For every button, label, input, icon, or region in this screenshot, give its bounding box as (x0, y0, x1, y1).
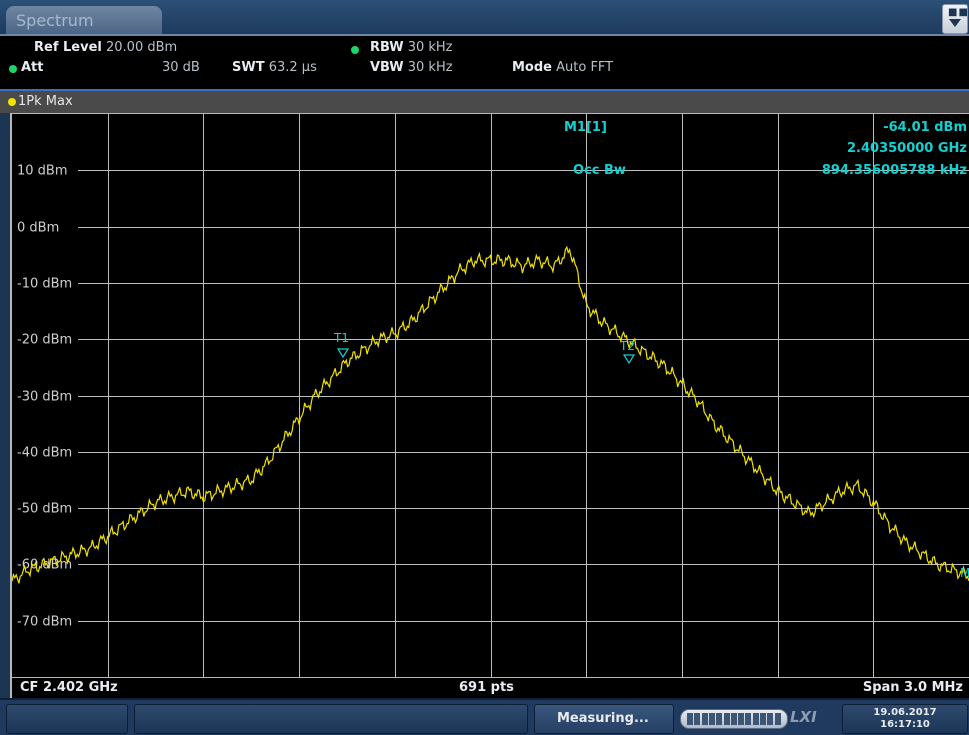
lxi-logo-icon: LXI (790, 708, 817, 726)
span-value[interactable]: Span 3.0 MHz (862, 680, 963, 695)
swt-setting[interactable]: SWT 63.2 µs (232, 60, 317, 75)
status-date: 19.06.2017 (873, 707, 937, 718)
progress-segment (767, 713, 774, 725)
rbw-indicator-icon (351, 46, 359, 54)
trace-line (12, 245, 969, 584)
marker-m1-frequency: 2.40350000 GHz (847, 141, 967, 156)
menu-dropdown-icon: ■■■ (948, 7, 969, 18)
progress-segment (723, 713, 730, 725)
occ-bw-markers: T1 T2 M1 (333, 331, 969, 580)
progress-segment (745, 713, 752, 725)
date-time-display: 19.06.2017 16:17:10 (842, 704, 968, 734)
ref-level-setting[interactable]: Ref Level 20.00 dBm (34, 40, 177, 55)
progress-segment (694, 713, 701, 725)
chevron-down-icon (949, 19, 961, 27)
mode-setting[interactable]: Mode Auto FFT (512, 60, 613, 75)
progress-segment (716, 713, 723, 725)
status-bar: Measuring... LXI 19.06.2017 16:17:10 (0, 698, 969, 735)
att-value[interactable]: 30 dB (162, 60, 200, 75)
spectrum-plot[interactable]: 10 dBm 0 dBm -10 dBm -20 dBm -30 dBm -40 dBm -… (12, 114, 969, 677)
marker-m1-name: M1[1] (564, 120, 607, 135)
progress-segment (730, 713, 737, 725)
marker-t2-label: T2 (619, 339, 635, 353)
tab-spectrum[interactable]: Spectrum (6, 6, 162, 36)
menu-dropdown-button[interactable]: ■■■ (942, 4, 969, 34)
y-axis-labels: 10 dBm 0 dBm -10 dBm -20 dBm -30 dBm -40 dBm -… (17, 164, 72, 630)
y-tick-label: -10 dBm (17, 277, 72, 292)
att-label: Att (21, 60, 44, 75)
progress-segment (774, 713, 781, 725)
ref-level-label: Ref Level (34, 40, 102, 55)
rbw-label: RBW (370, 40, 404, 55)
att-indicator-icon (9, 65, 17, 73)
sweep-progress-bar (680, 709, 788, 729)
status-time: 16:17:10 (880, 719, 930, 730)
marker-t1-label: T1 (333, 331, 349, 345)
y-tick-label: -50 dBm (17, 502, 72, 517)
plot-info-row: CF 2.402 GHz 691 pts Span 3.0 MHz (10, 677, 969, 698)
sweep-points: 691 pts (459, 680, 514, 695)
mode-label: Mode (512, 60, 552, 75)
att-label-wrap[interactable]: Att (21, 60, 44, 75)
occ-bw-label: Occ Bw (573, 163, 626, 178)
progress-segment (687, 713, 693, 725)
swt-value: 63.2 µs (268, 60, 317, 75)
progress-segment (701, 713, 708, 725)
y-tick-label: 0 dBm (17, 221, 59, 236)
marker-t1-icon (336, 348, 350, 359)
measurement-settings: Ref Level 20.00 dBm Att 30 dB SWT 63.2 µ… (0, 34, 969, 92)
tab-spectrum-label: Spectrum (16, 11, 94, 30)
progress-segment (708, 713, 715, 725)
vbw-label: VBW (370, 60, 404, 75)
marker-t2-icon (622, 354, 636, 365)
settings-divider (0, 89, 969, 91)
vbw-value: 30 kHz (407, 60, 453, 75)
tab-bar: Spectrum ■■■ (0, 0, 969, 36)
y-tick-label: -20 dBm (17, 333, 72, 348)
y-tick-label: 10 dBm (17, 164, 68, 179)
vbw-setting[interactable]: VBW 30 kHz (370, 60, 453, 75)
status-field-1[interactable] (6, 704, 128, 734)
progress-segment (752, 713, 759, 725)
marker-m1-level: -64.01 dBm (883, 120, 967, 135)
occ-bw-value: 894.356005788 kHz (822, 163, 967, 178)
marker-overlay: M1[1] -64.01 dBm 2.40350000 GHz Occ Bw 8… (564, 120, 967, 178)
center-frequency[interactable]: CF 2.402 GHz (20, 680, 118, 695)
progress-segment (760, 713, 766, 725)
trace-label[interactable]: 1Pk Max (18, 94, 73, 109)
y-tick-label: -40 dBm (17, 446, 72, 461)
progress-segment (738, 713, 745, 725)
status-field-2[interactable] (134, 704, 528, 734)
trace-color-icon (8, 98, 16, 106)
trace-label-row: 1Pk Max (0, 91, 969, 113)
ref-level-value: 20.00 dBm (106, 40, 178, 55)
plot-grid (78, 114, 969, 677)
rbw-value: 30 kHz (407, 40, 453, 55)
marker-m1-label: M1 (960, 566, 969, 580)
y-tick-label: -70 dBm (17, 615, 72, 630)
status-message-text: Measuring... (557, 711, 649, 726)
mode-value: Auto FFT (556, 60, 614, 75)
status-message: Measuring... (534, 704, 674, 734)
rbw-setting[interactable]: RBW 30 kHz (370, 40, 453, 55)
swt-label: SWT (232, 60, 265, 75)
y-tick-label: -30 dBm (17, 390, 72, 405)
